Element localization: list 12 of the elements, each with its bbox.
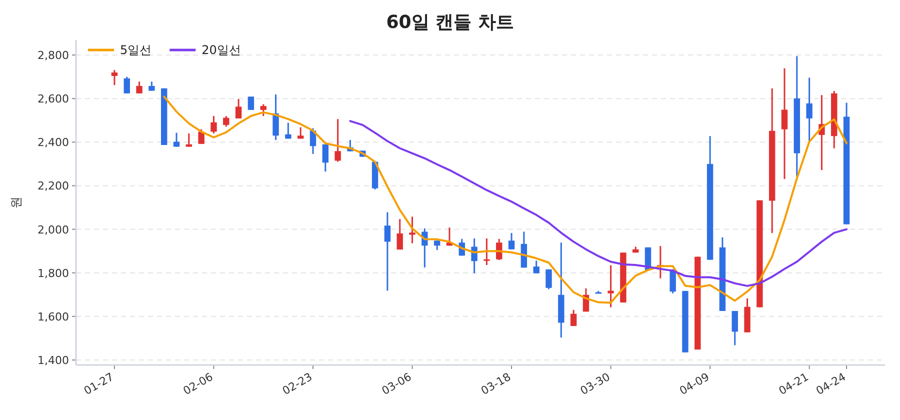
- chart-title: 60일 캔들 차트: [386, 12, 514, 33]
- y-tick-label: 1,400: [38, 354, 69, 367]
- y-tick-label: 2,400: [38, 136, 69, 150]
- y-tick-label: 2,800: [38, 49, 69, 62]
- legend-label: 5일선: [120, 43, 152, 57]
- y-tick-label: 2,600: [38, 92, 69, 106]
- y-tick-label: 2,200: [38, 180, 69, 193]
- y-axis-title: 원: [9, 196, 23, 208]
- y-tick-label: 2,000: [38, 223, 69, 236]
- y-tick-label: 1,600: [38, 310, 69, 324]
- y-tick-label: 1,800: [38, 266, 69, 280]
- legend-label: 20일선: [202, 43, 241, 57]
